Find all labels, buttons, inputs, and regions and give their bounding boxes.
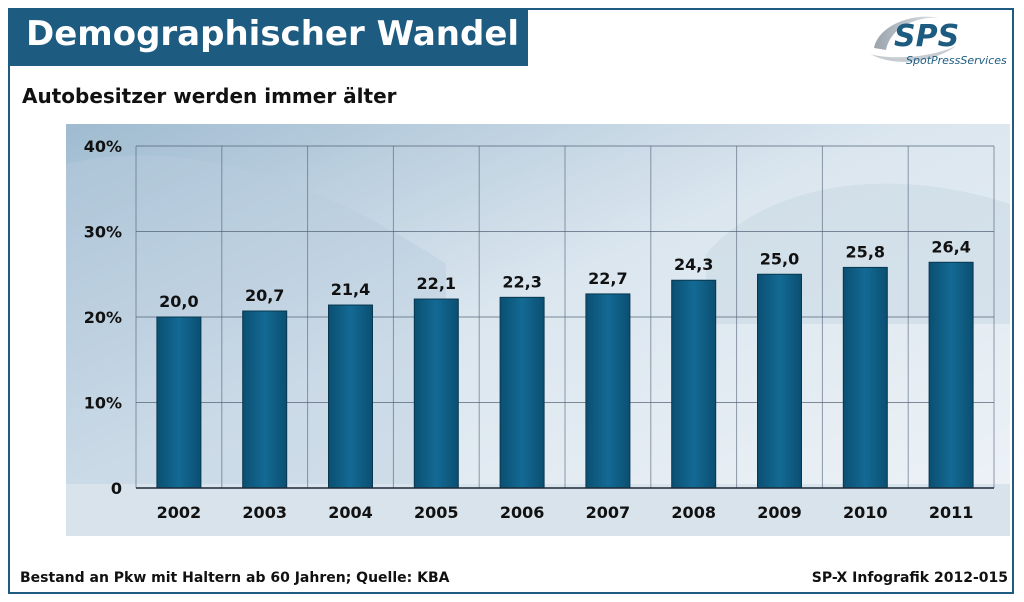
logo-swoosh-lower-icon — [870, 46, 956, 62]
x-tick-label: 2005 — [414, 503, 459, 522]
source-note: Bestand an Pkw mit Haltern ab 60 Jahren;… — [20, 570, 450, 586]
bar-value-label: 21,4 — [331, 280, 370, 299]
axis-band — [66, 484, 1010, 536]
bar-value-label: 24,3 — [674, 255, 713, 274]
y-tick-label: 30% — [84, 223, 122, 242]
sps-logo: SPS SpotPressServices — [870, 16, 1007, 67]
logo-swoosh-icon — [874, 16, 940, 50]
bar-value-label: 25,8 — [846, 242, 885, 261]
bar — [671, 279, 717, 489]
bar — [413, 298, 459, 489]
y-tick-label: 40% — [84, 137, 122, 156]
y-tick-label: 20% — [84, 308, 122, 327]
labels-layer: 20,0 20,7 21,4 22,1 22,3 22,7 24,3 25,0 25,8 26,4 — [159, 237, 971, 311]
bar — [928, 261, 974, 489]
credit-note: SP-X Infografik 2012-015 — [811, 570, 1008, 586]
y-tick-label: 0 — [111, 479, 122, 498]
x-tick-label: 2007 — [586, 503, 631, 522]
x-tick-label: 2009 — [757, 503, 802, 522]
x-tick-label: 2006 — [500, 503, 545, 522]
x-tick-label: 2011 — [929, 503, 974, 522]
x-tick-label: 2002 — [157, 503, 202, 522]
bar-chart: 20,0 20,7 21,4 22,1 22,3 22,7 24,3 25,0 25,8 26,4… — [66, 124, 1010, 536]
bar — [842, 266, 888, 489]
bar-value-label: 20,7 — [245, 286, 284, 305]
bar-value-label: 22,7 — [588, 269, 627, 288]
bar-value-label: 26,4 — [931, 237, 970, 256]
chart-subtitle: Autobesitzer werden immer älter — [22, 84, 397, 108]
bar — [242, 310, 288, 489]
bar — [156, 316, 202, 489]
bar-value-label: 22,3 — [502, 272, 541, 291]
x-tick-label: 2004 — [328, 503, 373, 522]
title-banner: Demographischer Wandel — [8, 8, 528, 66]
axis-layer: 0 10% 20% 30% 40% 2002 2003 2004 2005 2006 2007 200… — [84, 137, 994, 522]
x-tick-label: 2003 — [242, 503, 287, 522]
bar-value-label: 20,0 — [159, 292, 198, 311]
bars-layer — [156, 261, 974, 489]
bar — [585, 293, 631, 489]
page-title: Demographischer Wandel — [26, 14, 520, 54]
x-tick-label: 2008 — [671, 503, 716, 522]
bar-value-label: 25,0 — [760, 249, 799, 268]
bar — [328, 304, 373, 489]
bar-value-label: 22,1 — [417, 274, 456, 293]
bar — [757, 273, 802, 489]
logo-mark: SPS — [894, 19, 959, 54]
y-tick-label: 10% — [84, 394, 122, 413]
x-tick-label: 2010 — [843, 503, 888, 522]
bar — [499, 296, 545, 489]
logo-name: SpotPressServices — [906, 54, 1007, 67]
